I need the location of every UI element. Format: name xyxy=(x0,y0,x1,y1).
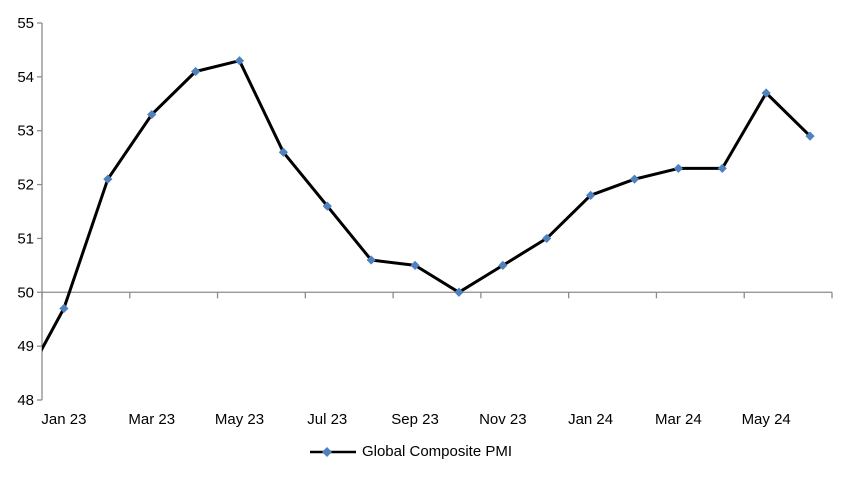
data-point-marker xyxy=(805,131,815,141)
data-point-marker xyxy=(366,255,376,265)
data-point-marker xyxy=(761,88,771,98)
data-point-marker xyxy=(59,303,69,314)
chart-legend: Global Composite PMI xyxy=(0,443,837,461)
x-tick-label: May 23 xyxy=(215,411,264,428)
data-point-marker xyxy=(147,109,157,120)
x-tick-label: Mar 24 xyxy=(655,411,702,428)
data-point-marker xyxy=(191,66,201,77)
data-point-marker xyxy=(717,163,727,174)
data-point-marker xyxy=(454,287,464,297)
x-tick-label: May 24 xyxy=(742,411,791,428)
legend-marker xyxy=(321,447,332,457)
data-point-marker xyxy=(322,201,332,211)
y-tick-label: 53 xyxy=(17,123,34,140)
x-tick-label: Mar 23 xyxy=(128,411,175,428)
data-point-marker xyxy=(629,174,640,184)
y-tick-label: 49 xyxy=(17,338,34,355)
data-point-marker xyxy=(234,56,245,66)
y-tick-label: 52 xyxy=(17,177,34,194)
y-tick-label: 48 xyxy=(17,392,34,409)
legend-label: Global Composite PMI xyxy=(361,443,513,460)
y-tick-label: 50 xyxy=(17,284,34,301)
pmi-line-chart: 48 49 50 51 52 53 54 55 Jan 23 Mar 23 May 23 Jul 23… xyxy=(17,15,833,428)
data-point-marker xyxy=(410,260,420,270)
data-point-marker xyxy=(542,233,552,244)
y-tick-label: 51 xyxy=(17,230,34,247)
series-line xyxy=(42,59,812,352)
y-tick-label: 55 xyxy=(17,15,34,32)
data-point-marker xyxy=(278,147,288,157)
x-tick-label: Jan 23 xyxy=(41,411,86,428)
legend-line-marker-icon xyxy=(309,447,356,457)
data-point-marker xyxy=(673,163,683,174)
data-point-marker xyxy=(586,190,596,200)
x-tick-label: Nov 23 xyxy=(479,411,527,428)
data-point-marker xyxy=(103,174,113,184)
x-tick-label: Sep 23 xyxy=(391,411,439,428)
x-tick-label: Jan 24 xyxy=(568,411,613,428)
x-tick-label: Jul 23 xyxy=(307,411,347,428)
data-point-marker xyxy=(498,260,508,270)
y-tick-label: 54 xyxy=(17,69,34,86)
